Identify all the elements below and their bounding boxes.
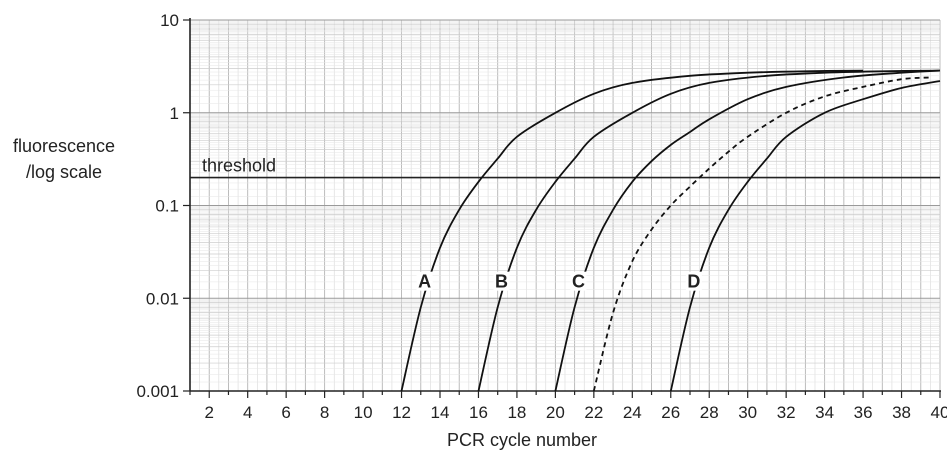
x-tick-label: 36 (854, 403, 873, 422)
y-tick-label: 10 (160, 11, 179, 30)
x-tick-label: 14 (431, 403, 450, 422)
curve-label-bg (493, 271, 510, 291)
x-tick-label: 34 (815, 403, 834, 422)
curve-label-a: A (418, 272, 431, 292)
curve-dashed (592, 76, 931, 392)
x-axis-title: PCR cycle number (447, 430, 597, 450)
y-tick-label: 0.001 (136, 382, 179, 401)
x-tick-label: 24 (623, 403, 642, 422)
curve-label-b: B (495, 272, 508, 292)
x-tick-label: 22 (584, 403, 603, 422)
curve-label-d: D (687, 272, 700, 292)
y-axis-title-line1: fluorescence (13, 136, 115, 156)
curve-label-c: C (572, 272, 585, 292)
x-tick-label: 2 (204, 403, 213, 422)
x-tick-label: 32 (777, 403, 796, 422)
y-axis-title-line2: /log scale (26, 162, 102, 182)
x-tick-label: 20 (546, 403, 565, 422)
y-tick-label: 1 (170, 104, 179, 123)
x-tick-label: 4 (243, 403, 252, 422)
curve-b (477, 69, 941, 392)
x-tick-label: 10 (354, 403, 373, 422)
grid (189, 19, 941, 392)
curve-c (554, 69, 941, 392)
y-tick-label: 0.01 (146, 289, 179, 308)
x-tick-label: 30 (738, 403, 757, 422)
curve-label-bg (416, 271, 433, 291)
x-tick-label: 38 (892, 403, 911, 422)
labels: threshold A B C D (202, 156, 702, 292)
curve-a (400, 69, 864, 392)
x-tick-label: 12 (392, 403, 411, 422)
curve-label-bg (685, 271, 702, 291)
x-tick-label: 26 (661, 403, 680, 422)
x-tick-label: 8 (320, 403, 329, 422)
threshold-label: threshold (202, 156, 276, 176)
x-tick-label: 28 (700, 403, 719, 422)
x-tick-label: 40 (931, 403, 947, 422)
x-tick-label: 18 (507, 403, 526, 422)
axes: 2 4 6 8 10 12 14 16 18 20 22 24 26 28 30 32 34 36 38 401010… (136, 11, 947, 422)
x-tick-label: 16 (469, 403, 488, 422)
y-tick-label: 0.1 (155, 197, 179, 216)
x-tick-label: 6 (281, 403, 290, 422)
curve-label-bg (570, 271, 587, 291)
